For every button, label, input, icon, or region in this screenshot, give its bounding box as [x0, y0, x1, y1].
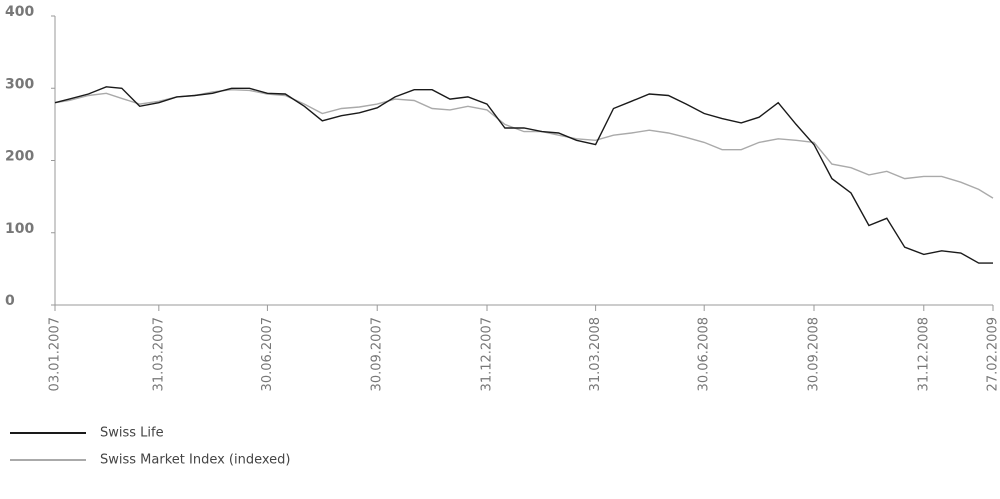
- series-line: [54, 88, 994, 199]
- x-tick-label: 30.06.2007: [260, 317, 275, 391]
- y-tick-label: 100: [5, 221, 34, 237]
- x-tick-label: 31.03.2007: [151, 317, 166, 391]
- x-tick-label: 30.09.2008: [806, 317, 821, 391]
- x-tick-label: 30.06.2008: [697, 317, 712, 391]
- x-tick-label: 31.03.2008: [588, 317, 603, 391]
- x-tick-label: 27.02.2009: [986, 317, 1000, 391]
- y-tick-label: 300: [5, 76, 34, 92]
- legend-label: Swiss Market Index (indexed): [100, 453, 290, 468]
- legend-label: Swiss Life: [100, 426, 164, 441]
- series-line: [54, 86, 993, 264]
- y-tick-label: 0: [5, 293, 15, 309]
- y-tick-label: 200: [5, 149, 34, 165]
- x-tick-label: 03.01.2007: [48, 317, 63, 391]
- x-tick-label: 31.12.2008: [916, 317, 931, 391]
- y-tick-label: 400: [5, 4, 34, 20]
- x-tick-label: 30.09.2007: [370, 317, 385, 391]
- x-tick-label: 31.12.2007: [480, 317, 495, 391]
